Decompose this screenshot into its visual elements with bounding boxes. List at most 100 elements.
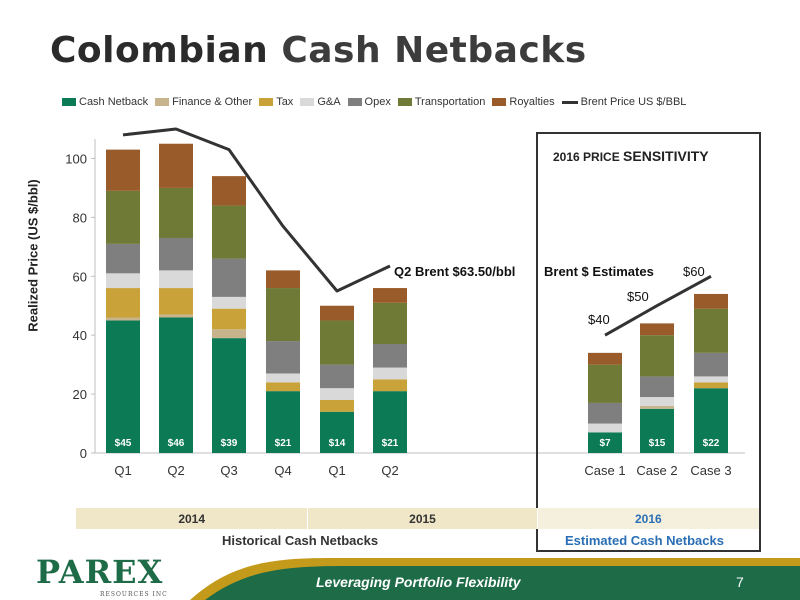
sensitivity-title-big: SENSITIVITY: [623, 148, 709, 164]
bar-segment-royalties: [640, 323, 674, 336]
legend-label: G&A: [317, 96, 341, 108]
logo-text: PAREX: [36, 553, 164, 591]
bar-segment-royalties: [106, 149, 140, 191]
x-tick-label: Case 3: [690, 463, 731, 478]
legend-item: Finance & Other: [155, 96, 252, 108]
legend-item: Brent Price US $/BBL: [561, 96, 687, 108]
logo-subtext: RESOURCES INC: [100, 591, 168, 598]
legend-label: Royalties: [509, 96, 555, 108]
legend-label: Transportation: [414, 96, 486, 108]
x-tick-label: Q3: [220, 463, 237, 478]
x-tick-label: Q2: [167, 463, 184, 478]
bar-segment-finance-other: [106, 317, 140, 321]
bar-data-label: $7: [599, 438, 611, 449]
legend-swatch: [492, 98, 507, 106]
brent-estimates-label: Brent $ Estimates: [544, 264, 654, 279]
bar-segment-finance-other: [212, 329, 246, 339]
case3-price-label: $60: [683, 264, 705, 279]
y-tick-label: 40: [73, 328, 87, 343]
legend-swatch: [561, 100, 578, 104]
bar-segment-cash-netback: [212, 338, 246, 453]
y-tick-label: 0: [80, 446, 87, 461]
case2-price-label: $50: [627, 289, 649, 304]
legend-label: Tax: [276, 96, 294, 108]
year-2016: 2016: [536, 508, 759, 529]
bar-data-label: $45: [115, 438, 132, 449]
bar-segment-g-a: [212, 296, 246, 309]
bar-segment-transportation: [373, 302, 407, 345]
brent-line-estimate: [604, 274, 712, 337]
bar-segment-royalties: [212, 176, 246, 206]
bar-segment-opex: [694, 352, 728, 377]
bar-segment-royalties: [373, 288, 407, 303]
bar-segment-tax: [373, 379, 407, 392]
footer-band: [190, 558, 800, 600]
y-tick-label: 60: [73, 269, 87, 284]
legend-item: Tax: [259, 96, 293, 108]
title-part-1: Colombian: [50, 30, 269, 71]
bar-segment-opex: [266, 341, 300, 374]
chart-legend: Cash Netback Finance & Other Tax G&A Opex Tra…: [62, 94, 693, 110]
legend-item: Cash Netback: [62, 96, 148, 108]
legend-swatch: [397, 98, 412, 106]
bar-segment-transportation: [266, 288, 300, 342]
bar-segment-royalties: [588, 352, 622, 365]
tagline: Leveraging Portfolio Flexibility: [316, 574, 521, 590]
legend-swatch: [300, 98, 315, 106]
x-tick-label: Q1: [114, 463, 131, 478]
bar-segment-tax: [266, 382, 300, 392]
bar-segment-cash-netback: [588, 432, 622, 453]
sensitivity-title: 2016 PRICE SENSITIVITY: [553, 148, 709, 164]
bar-data-label: $21: [382, 438, 399, 449]
sensitivity-title-small: 2016 PRICE: [553, 150, 620, 164]
bar-segment-opex: [106, 243, 140, 274]
y-tick-label: 100: [65, 151, 87, 166]
title-part-2: Cash Netbacks: [281, 30, 587, 71]
bar-segment-transportation: [588, 364, 622, 403]
legend-label: Cash Netback: [79, 96, 149, 108]
sensitivity-box: [536, 132, 761, 552]
bar-segment-g-a: [588, 423, 622, 433]
y-tick-label: 20: [73, 387, 87, 402]
x-tick-label: Case 2: [636, 463, 677, 478]
bar-segment-transportation: [106, 190, 140, 244]
year-band: 2014 2015 2016: [76, 508, 759, 529]
case1-price-label: $40: [588, 312, 610, 327]
bar-data-label: $15: [649, 438, 666, 449]
year-2015: 2015: [307, 508, 537, 529]
legend-swatch: [62, 98, 76, 106]
x-tick-label: Q1: [328, 463, 345, 478]
y-tick-label: 80: [73, 210, 87, 225]
x-tick-label: Q2: [381, 463, 398, 478]
bar-segment-cash-netback: [159, 317, 193, 453]
bar-segment-cash-netback: [266, 391, 300, 453]
bar-segment-royalties: [266, 270, 300, 289]
legend-item: Opex: [347, 96, 391, 108]
bar-segment-transportation: [159, 187, 193, 238]
bar-segment-cash-netback: [320, 411, 354, 453]
legend-swatch: [347, 98, 362, 106]
parex-logo: PAREX RESOURCES INC: [36, 553, 167, 598]
page-title: Colombian Cash Netbacks: [50, 30, 587, 71]
year-2014: 2014: [76, 508, 308, 529]
estimated-label: Estimated Cash Netbacks: [565, 533, 724, 548]
bar-segment-g-a: [640, 397, 674, 406]
legend-label: Finance & Other: [172, 96, 253, 108]
q2-brent-annotation: Q2 Brent $63.50/bbl: [394, 264, 516, 279]
bar-segment-finance-other: [159, 314, 193, 318]
bar-segment-cash-netback: [640, 408, 674, 453]
legend-label: Brent Price US $/BBL: [580, 96, 687, 108]
legend-swatch: [259, 98, 274, 106]
bar-segment-cash-netback: [694, 388, 728, 453]
bar-segment-opex: [640, 376, 674, 398]
bar-segment-g-a: [694, 376, 728, 383]
bar-segment-tax: [106, 288, 140, 318]
bar-segment-g-a: [320, 388, 354, 400]
legend-item: Royalties: [492, 96, 555, 108]
bar-segment-g-a: [106, 273, 140, 289]
bar-segment-transportation: [212, 205, 246, 259]
bar-segment-opex: [212, 258, 246, 297]
bar-segment-g-a: [266, 373, 300, 383]
bar-data-label: $39: [221, 438, 238, 449]
bar-segment-g-a: [373, 367, 407, 380]
